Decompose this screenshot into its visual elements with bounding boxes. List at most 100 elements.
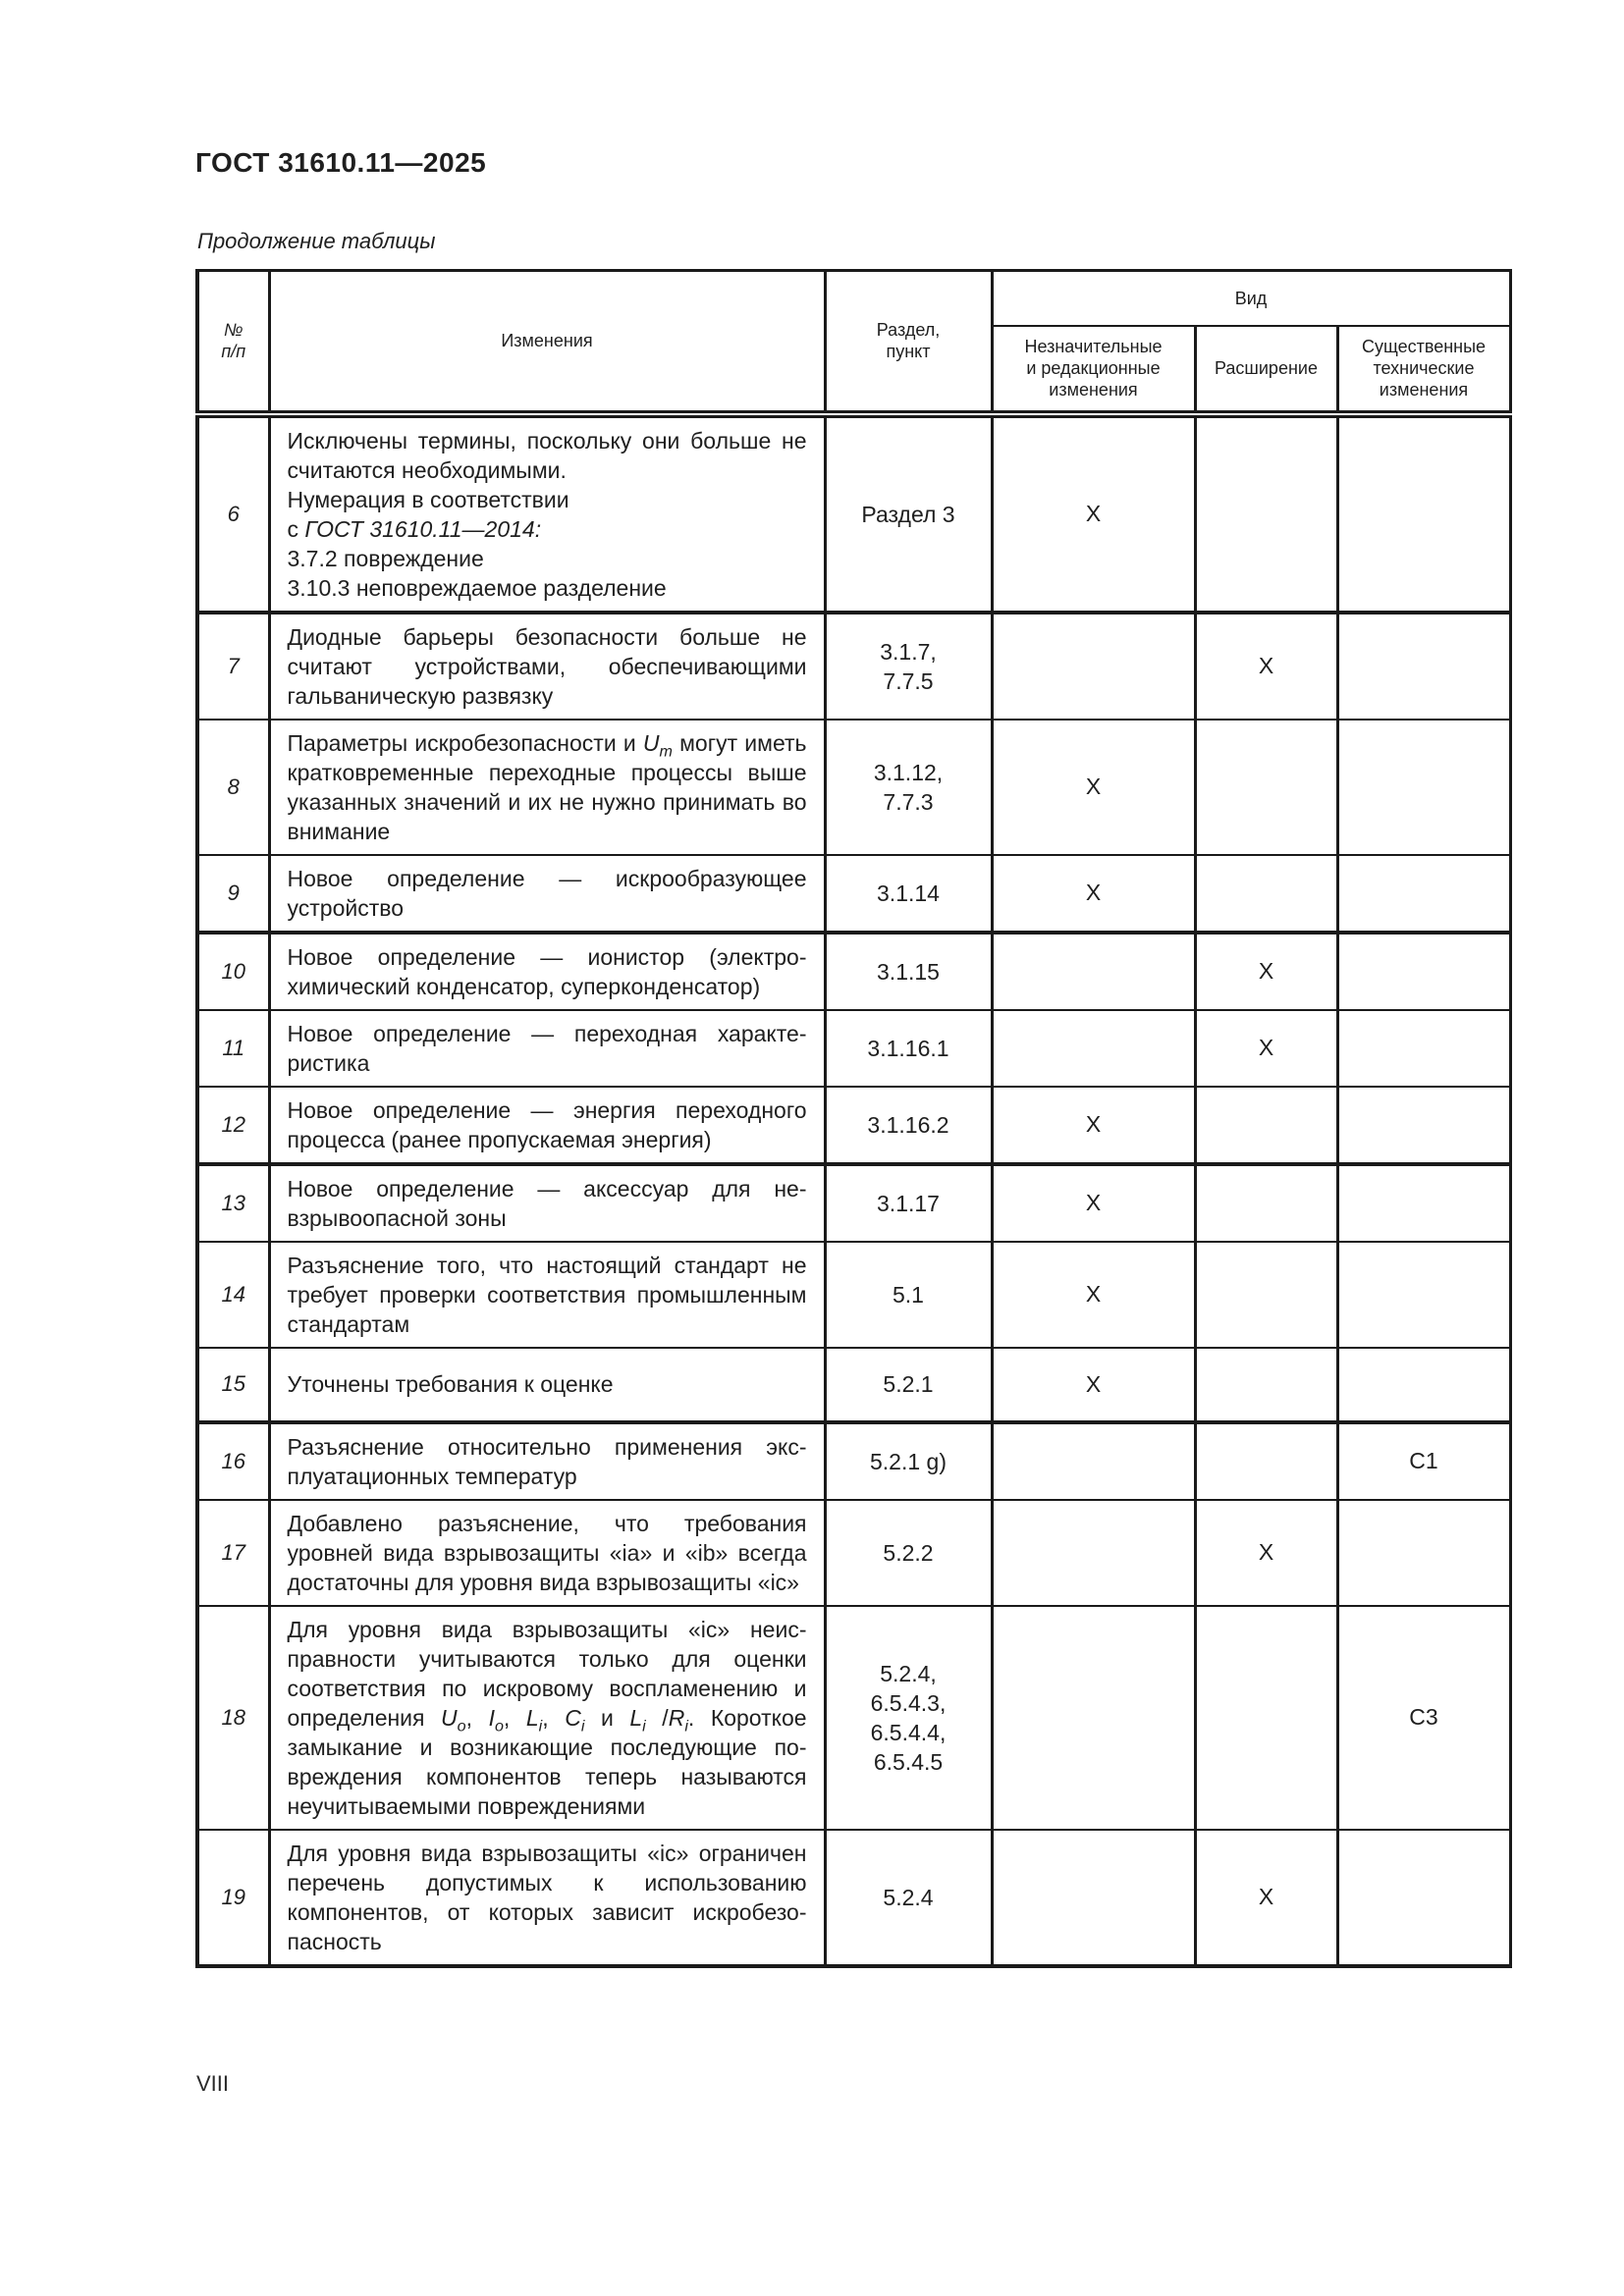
mark-substantial-cell: [1335, 930, 1512, 1011]
changes-cell: Новое определение — энергия переходного …: [267, 1085, 827, 1165]
row-number-cell: 18: [195, 1604, 271, 1831]
row-number-cell: 17: [195, 1498, 271, 1607]
col-header-substantial: Существенные технические изменения: [1335, 324, 1512, 418]
col-header-num: № п/п: [195, 269, 271, 418]
row-number-cell: 8: [195, 718, 271, 856]
col-header-vid-group: Вид: [990, 269, 1512, 327]
section-cell: 5.2.4: [823, 1828, 994, 1968]
row-number-cell: 14: [195, 1240, 271, 1349]
row-number-cell: 9: [195, 853, 271, 934]
mark-substantial-cell: С3: [1335, 1604, 1512, 1831]
section-cell: 3.1.16.2: [823, 1085, 994, 1165]
section-cell: 5.2.1 g): [823, 1419, 994, 1501]
col-header-extension: Расширение: [1193, 324, 1339, 418]
mark-minor-cell: [990, 930, 1197, 1011]
changes-cell: Новое определение — переходная характе­р…: [267, 1008, 827, 1088]
mark-extension-cell: [1193, 1419, 1339, 1501]
table-row: 11 Новое определение — переходная характ…: [195, 1008, 1512, 1088]
mark-extension-cell: [1193, 1604, 1339, 1831]
section-cell: 5.2.1: [823, 1346, 994, 1423]
row-number-cell: 13: [195, 1161, 271, 1243]
section-cell: 3.1.17: [823, 1161, 994, 1243]
mark-substantial-cell: [1335, 853, 1512, 934]
mark-extension-cell: X: [1193, 1828, 1339, 1968]
changes-cell: Уточнены требования к оценке: [267, 1346, 827, 1423]
mark-extension-cell: [1193, 1240, 1339, 1349]
mark-minor-cell: [990, 1008, 1197, 1088]
page-number: VIII: [196, 2071, 230, 2096]
mark-minor-cell: [990, 1419, 1197, 1501]
row-number-cell: 11: [195, 1008, 271, 1088]
mark-minor-cell: [990, 610, 1197, 721]
row-number-cell: 15: [195, 1346, 271, 1423]
table-row: 15 Уточнены требования к оценке 5.2.1 X: [195, 1346, 1512, 1423]
mark-extension-cell: X: [1193, 1498, 1339, 1607]
changes-cell: Разъяснение относительно применения экс­…: [267, 1419, 827, 1501]
changes-cell: Для уровня вида взрывозащиты «ic» неис­п…: [267, 1604, 827, 1831]
section-cell: 3.1.16.1: [823, 1008, 994, 1088]
mark-minor-cell: X: [990, 718, 1197, 856]
mark-minor-cell: [990, 1604, 1197, 1831]
changes-cell: Исключены термины, поскольку они больше …: [267, 412, 827, 614]
changes-cell: Для уровня вида взрывозащиты «ic» ограни…: [267, 1828, 827, 1968]
mark-extension-cell: [1193, 1161, 1339, 1243]
mark-minor-cell: [990, 1498, 1197, 1607]
section-cell: 3.1.7, 7.7.5: [823, 610, 994, 721]
table-row: 9 Новое определение — искрообразующее ус…: [195, 853, 1512, 934]
table-row: 14 Разъяснение того, что настоящий станд…: [195, 1240, 1512, 1349]
mark-extension-cell: X: [1193, 930, 1339, 1011]
mark-extension-cell: [1193, 412, 1339, 614]
mark-substantial-cell: [1335, 610, 1512, 721]
mark-minor-cell: X: [990, 412, 1197, 614]
col-header-section: Раздел, пункт: [823, 269, 994, 418]
table-row: 13 Новое определение — аксессуар для не­…: [195, 1161, 1512, 1243]
mark-substantial-cell: [1335, 1498, 1512, 1607]
section-cell: 5.2.2: [823, 1498, 994, 1607]
mark-substantial-cell: [1335, 1008, 1512, 1088]
page-title: ГОСТ 31610.11—2025: [195, 147, 487, 178]
section-cell: 5.1: [823, 1240, 994, 1349]
changes-table: № п/п Изменения Раздел, пункт Вид Незнач…: [195, 269, 1512, 1968]
mark-extension-cell: [1193, 1346, 1339, 1423]
section-cell: Раздел 3: [823, 412, 994, 614]
mark-substantial-cell: [1335, 718, 1512, 856]
mark-minor-cell: X: [990, 853, 1197, 934]
mark-minor-cell: X: [990, 1346, 1197, 1423]
table-header: № п/п Изменения Раздел, пункт Вид Незнач…: [195, 269, 1512, 418]
section-cell: 5.2.4, 6.5.4.3, 6.5.4.4, 6.5.4.5: [823, 1604, 994, 1831]
section-cell: 3.1.14: [823, 853, 994, 934]
table-row: 6 Исключены термины, поскольку они больш…: [195, 412, 1512, 614]
mark-minor-cell: [990, 1828, 1197, 1968]
row-number-cell: 10: [195, 930, 271, 1011]
row-number-cell: 12: [195, 1085, 271, 1165]
mark-minor-cell: X: [990, 1240, 1197, 1349]
table-row: 16 Разъяснение относительно применения э…: [195, 1419, 1512, 1501]
table-row: 12 Новое определение — энергия переходно…: [195, 1085, 1512, 1165]
mark-extension-cell: [1193, 1085, 1339, 1165]
changes-cell: Новое определение — искрообразующее устр…: [267, 853, 827, 934]
table-row: 19 Для уровня вида взрывозащиты «ic» огр…: [195, 1828, 1512, 1968]
changes-cell: Разъяснение того, что настоящий стандарт…: [267, 1240, 827, 1349]
table-row: 10 Новое определение — ионистор (электро…: [195, 930, 1512, 1011]
mark-minor-cell: X: [990, 1085, 1197, 1165]
mark-extension-cell: [1193, 853, 1339, 934]
row-number-cell: 19: [195, 1828, 271, 1968]
changes-cell: Новое определение — ионистор (электро­хи…: [267, 930, 827, 1011]
mark-substantial-cell: [1335, 1161, 1512, 1243]
mark-extension-cell: X: [1193, 610, 1339, 721]
changes-cell: Диодные барьеры безопасности больше не с…: [267, 610, 827, 721]
mark-substantial-cell: [1335, 1828, 1512, 1968]
section-cell: 3.1.15: [823, 930, 994, 1011]
col-header-minor: Незначительные и редакционные изменения: [990, 324, 1197, 418]
mark-substantial-cell: С1: [1335, 1419, 1512, 1501]
mark-minor-cell: X: [990, 1161, 1197, 1243]
row-number-cell: 16: [195, 1419, 271, 1501]
mark-substantial-cell: [1335, 1240, 1512, 1349]
table-row: 17 Добавлено разъяснение, что требования…: [195, 1498, 1512, 1607]
mark-substantial-cell: [1335, 1085, 1512, 1165]
changes-cell: Добавлено разъяснение, что требования ур…: [267, 1498, 827, 1607]
section-cell: 3.1.12, 7.7.3: [823, 718, 994, 856]
col-header-changes: Изменения: [267, 269, 827, 418]
table-row: 8 Параметры искробезопасности и Um могут…: [195, 718, 1512, 856]
